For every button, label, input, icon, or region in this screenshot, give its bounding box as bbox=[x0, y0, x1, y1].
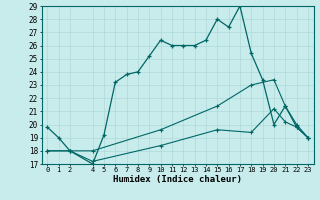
X-axis label: Humidex (Indice chaleur): Humidex (Indice chaleur) bbox=[113, 175, 242, 184]
